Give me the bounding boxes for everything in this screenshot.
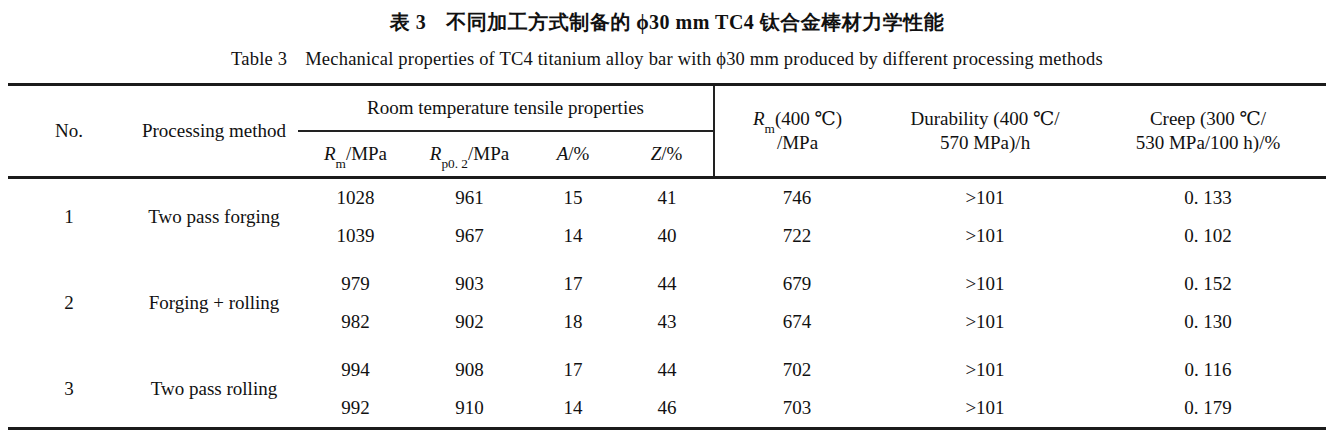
cell-no: 1 — [8, 178, 130, 256]
col-header-durability: Durability (400 ℃/ 570 MPa)/h — [880, 85, 1090, 178]
col-header-creep-line2: 530 MPa/100 h)/% — [1090, 131, 1326, 155]
cell-rm: 994 — [298, 351, 413, 389]
cell-creep: 0. 152 — [1090, 265, 1326, 303]
cell-rp02: 902 — [413, 303, 526, 341]
col-header-durability-line1: Durability (400 ℃/ — [880, 107, 1090, 131]
col-header-z: Z/% — [620, 131, 714, 178]
col-header-rp02: Rp0. 2/MPa — [413, 131, 526, 178]
table-caption-en-label: Table 3 — [231, 49, 287, 69]
cell-z: 44 — [620, 265, 714, 303]
table-caption-en: Table 3 Mechanical properties of TC4 tita… — [0, 49, 1334, 70]
paper-table-figure: 表 3 不同加工方式制备的 ϕ30 mm TC4 钛合金棒材力学性能 Table … — [0, 0, 1334, 432]
cell-no: 3 — [8, 351, 130, 429]
cell-rm400: 703 — [714, 389, 880, 429]
col-header-creep-line1: Creep (300 ℃/ — [1090, 107, 1326, 131]
cell-creep: 0. 133 — [1090, 178, 1326, 218]
cell-processing-method: Two pass forging — [130, 178, 298, 256]
cell-processing-method: Two pass rolling — [130, 351, 298, 429]
table-caption-en-text: Mechanical properties of TC4 titanium al… — [305, 49, 1103, 69]
cell-z: 41 — [620, 178, 714, 218]
cell-rm400: 722 — [714, 217, 880, 255]
col-header-no: No. — [8, 85, 130, 178]
col-header-processing-method: Processing method — [130, 85, 298, 178]
group-spacer — [8, 255, 1326, 265]
table-caption-zh-label: 表 3 — [390, 11, 427, 33]
table-caption-zh-text: 不同加工方式制备的 ϕ30 mm TC4 钛合金棒材力学性能 — [446, 11, 944, 33]
cell-creep: 0. 102 — [1090, 217, 1326, 255]
cell-rp02: 903 — [413, 265, 526, 303]
mechanical-properties-table: No. Processing method Room temperature t… — [8, 83, 1326, 430]
cell-a: 14 — [526, 389, 620, 429]
col-header-rm-400: Rm(400 ℃) /MPa — [714, 85, 880, 178]
cell-a: 18 — [526, 303, 620, 341]
cell-a: 14 — [526, 217, 620, 255]
col-group-tensile-properties: Room temperature tensile properties — [298, 85, 714, 132]
cell-processing-method: Forging + rolling — [130, 265, 298, 341]
cell-z: 43 — [620, 303, 714, 341]
cell-rp02: 961 — [413, 178, 526, 218]
cell-rm: 992 — [298, 389, 413, 429]
table-row: 2 Forging + rolling 979 903 17 44 679 >1… — [8, 265, 1326, 303]
group-spacer — [8, 341, 1326, 351]
cell-z: 40 — [620, 217, 714, 255]
cell-no: 2 — [8, 265, 130, 341]
cell-creep: 0. 130 — [1090, 303, 1326, 341]
col-header-a: A/% — [526, 131, 620, 178]
cell-creep: 0. 179 — [1090, 389, 1326, 429]
cell-durability: >101 — [880, 389, 1090, 429]
cell-durability: >101 — [880, 265, 1090, 303]
cell-rm: 1039 — [298, 217, 413, 255]
col-header-rm: Rm/MPa — [298, 131, 413, 178]
cell-rm400: 674 — [714, 303, 880, 341]
cell-rp02: 908 — [413, 351, 526, 389]
cell-rm400: 746 — [714, 178, 880, 218]
cell-durability: >101 — [880, 351, 1090, 389]
table-row: 3 Two pass rolling 994 908 17 44 702 >10… — [8, 351, 1326, 389]
cell-rm: 1028 — [298, 178, 413, 218]
cell-z: 44 — [620, 351, 714, 389]
cell-a: 17 — [526, 351, 620, 389]
table-caption-zh: 表 3 不同加工方式制备的 ϕ30 mm TC4 钛合金棒材力学性能 — [0, 0, 1334, 36]
col-header-durability-line2: 570 MPa)/h — [880, 131, 1090, 155]
cell-durability: >101 — [880, 178, 1090, 218]
cell-durability: >101 — [880, 217, 1090, 255]
col-header-rm-400-line1: Rm(400 ℃) — [715, 107, 880, 131]
cell-rm400: 702 — [714, 351, 880, 389]
cell-a: 17 — [526, 265, 620, 303]
cell-rp02: 967 — [413, 217, 526, 255]
cell-rm: 982 — [298, 303, 413, 341]
cell-z: 46 — [620, 389, 714, 429]
cell-creep: 0. 116 — [1090, 351, 1326, 389]
cell-a: 15 — [526, 178, 620, 218]
cell-durability: >101 — [880, 303, 1090, 341]
cell-rm: 979 — [298, 265, 413, 303]
col-header-rm-400-line2: /MPa — [715, 131, 880, 155]
cell-rm400: 679 — [714, 265, 880, 303]
col-header-creep: Creep (300 ℃/ 530 MPa/100 h)/% — [1090, 85, 1326, 178]
cell-rp02: 910 — [413, 389, 526, 429]
table-row: 1 Two pass forging 1028 961 15 41 746 >1… — [8, 178, 1326, 218]
